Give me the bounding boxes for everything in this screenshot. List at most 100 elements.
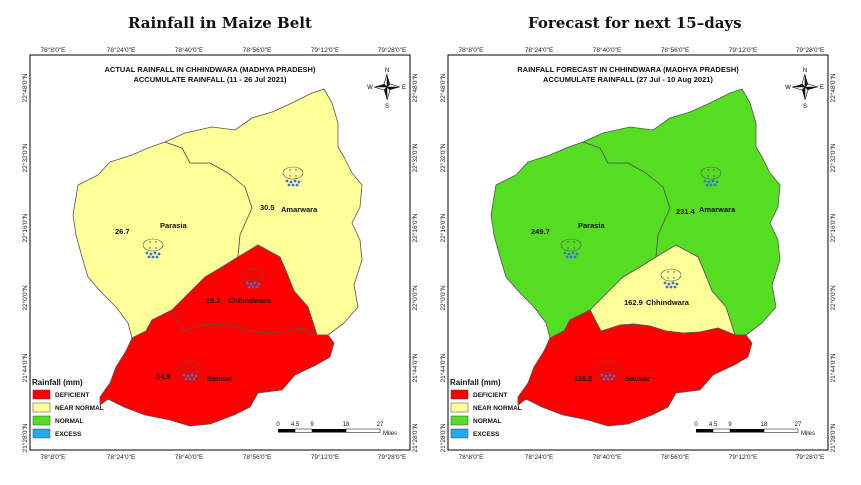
lat-label: 22°16'0"N: [21, 213, 29, 242]
lon-label: 79°12'0"E: [729, 453, 758, 461]
lon-label: 78°56'0"E: [661, 453, 690, 461]
scale-tick: 0: [276, 422, 280, 428]
lon-label: 78°8'0"E: [41, 46, 67, 54]
district-parasia-label: Parasia: [160, 221, 188, 230]
district-chhindwara-label: Chhindwara: [228, 296, 272, 305]
district-parasia-label: Parasia: [578, 221, 606, 230]
lon-label: 78°24'0"E: [107, 453, 136, 461]
compass-rose-icon: N S E W: [785, 68, 824, 110]
legend: Rainfall (mm) DEFICIENT NEAR NORMAL NORM…: [32, 378, 104, 439]
legend-swatch: [32, 402, 51, 413]
rain-cloud-icons: [560, 166, 722, 381]
lat-label: 22°0'0"N: [829, 285, 837, 311]
lon-label: 78°56'0"E: [243, 453, 272, 461]
lon-label: 78°24'0"E: [525, 46, 554, 54]
lat-label: 22°32'0"N: [411, 143, 419, 172]
scale-tick: 0: [694, 422, 698, 428]
lon-label: 79°12'0"E: [311, 46, 340, 54]
lat-label: 22°0'0"N: [411, 285, 419, 311]
scale-tick: 4.5: [709, 422, 718, 428]
rain-cloud-icon: [179, 360, 201, 381]
rain-cloud-icon: [282, 166, 304, 187]
rain-cloud-icon: [660, 268, 682, 289]
district-amarwara-shape: [164, 88, 363, 336]
compass-n: N: [385, 68, 389, 74]
scale-bar: 0 4.5 9 18 27 Miles: [694, 422, 815, 437]
scale-unit: Miles: [801, 431, 815, 437]
lat-label: 22°48'0"N: [829, 73, 837, 102]
district-sausar-shape: [517, 309, 753, 427]
legend-label: NORMAL: [55, 418, 84, 425]
legend-swatch: [32, 389, 51, 400]
district-sausar-value: 116.2: [574, 374, 592, 383]
rain-cloud-icon: [597, 360, 619, 381]
actual-rainfall-map: 78°8'0"E 78°24'0"E 78°40'0"E 78°56'0"E 7…: [21, 46, 419, 461]
legend-label: NORMAL: [473, 418, 502, 425]
compass-e: E: [820, 85, 824, 91]
right-heading: Forecast for next 15–days: [528, 14, 742, 32]
lat-label: 22°16'0"N: [411, 213, 419, 242]
legend-swatch: [450, 402, 469, 413]
district-sausar-label: Sausar: [625, 374, 650, 383]
lat-label: 22°48'0"N: [21, 73, 29, 102]
scale-tick: 4.5: [291, 422, 300, 428]
legend-label: NEAR NORMAL: [55, 405, 104, 412]
legend-swatch: [450, 415, 469, 426]
lon-label: 78°24'0"E: [107, 46, 136, 54]
compass-e: E: [402, 85, 406, 91]
coordinate-labels: 78°8'0"E 78°24'0"E 78°40'0"E 78°56'0"E 7…: [439, 46, 837, 461]
lat-label: 22°0'0"N: [21, 285, 29, 311]
lat-label: 21°44'0"N: [21, 353, 29, 382]
district-amarwara-label: Amarwara: [281, 205, 318, 214]
district-parasia-value: 26.7: [115, 227, 130, 236]
district-sausar-label: Sausar: [207, 374, 232, 383]
district-parasia-value: 249.7: [531, 227, 550, 236]
map-subtitle: ACCUMULATE RAINFALL (11 - 26 Jul 2021): [133, 75, 287, 84]
district-chhindwara-label: Chhindwara: [646, 298, 690, 307]
lon-label: 79°28'0"E: [378, 453, 407, 461]
scale-tick: 9: [310, 422, 314, 428]
district-amarwara-value: 231.4: [676, 207, 696, 216]
lat-label: 22°16'0"N: [439, 213, 447, 242]
compass-rose-icon: N S E W: [367, 68, 406, 110]
map-subtitle: ACCUMULATE RAINFALL (27 Jul - 10 Aug 202…: [543, 75, 713, 84]
legend-label: EXCESS: [473, 431, 500, 438]
lat-label: 21°28'0"N: [829, 423, 837, 452]
lon-label: 79°28'0"E: [796, 46, 825, 54]
legend-swatch: [450, 428, 469, 439]
map-title: ACTUAL RAINFALL IN CHHINDWARA (MADHYA PR…: [105, 65, 316, 74]
district-amarwara-value: 30.5: [260, 203, 275, 212]
legend-title: Rainfall (mm): [32, 378, 83, 387]
district-shapes: [72, 88, 363, 427]
lon-label: 79°12'0"E: [729, 46, 758, 54]
lon-label: 78°8'0"E: [459, 453, 485, 461]
coordinate-labels: 78°8'0"E 78°24'0"E 78°40'0"E 78°56'0"E 7…: [21, 46, 419, 461]
lon-label: 78°56'0"E: [661, 46, 690, 54]
lon-label: 78°40'0"E: [175, 46, 204, 54]
lat-label: 22°48'0"N: [411, 73, 419, 102]
scale-bar: 0 4.5 9 18 27 Miles: [276, 422, 397, 437]
scale-tick: 9: [728, 422, 732, 428]
legend: Rainfall (mm) DEFICIENT NEAR NORMAL NORM…: [450, 378, 522, 439]
compass-n: N: [803, 68, 807, 74]
legend-label: DEFICIENT: [55, 392, 89, 399]
compass-w: W: [367, 85, 373, 91]
scale-tick: 27: [795, 422, 802, 428]
district-chhindwara-value: 19.1: [206, 296, 221, 305]
legend-swatch: [32, 415, 51, 426]
district-sausar-shape: [99, 309, 335, 427]
left-heading: Rainfall in Maize Belt: [128, 14, 312, 32]
scale-tick: 18: [343, 422, 350, 428]
lon-label: 78°40'0"E: [593, 453, 622, 461]
forecast-rainfall-map: 78°8'0"E 78°24'0"E 78°40'0"E 78°56'0"E 7…: [439, 46, 837, 461]
lon-label: 79°12'0"E: [311, 453, 340, 461]
lon-label: 78°40'0"E: [593, 46, 622, 54]
lon-label: 78°40'0"E: [175, 453, 204, 461]
lat-label: 22°48'0"N: [439, 73, 447, 102]
compass-s: S: [385, 104, 389, 110]
legend-swatch: [450, 389, 469, 400]
scale-tick: 27: [377, 422, 384, 428]
rain-cloud-icon: [700, 166, 722, 187]
district-labels: Parasia 26.7 Amarwara 30.5 Chhindwara 19…: [115, 203, 318, 383]
legend-label: NEAR NORMAL: [473, 405, 522, 412]
